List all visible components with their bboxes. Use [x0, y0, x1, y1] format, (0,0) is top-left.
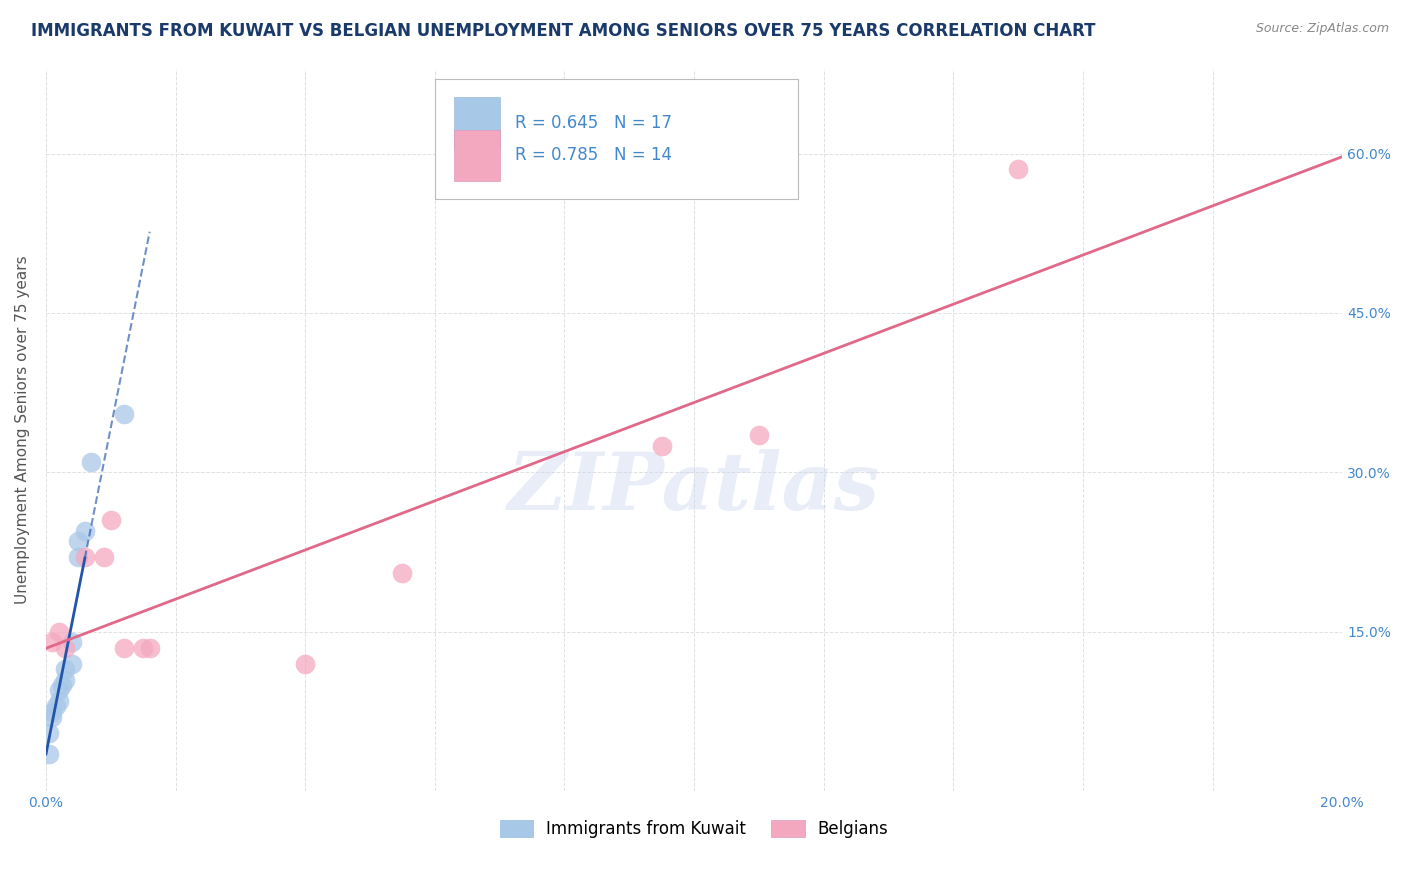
Point [748, 428, 770, 442]
Point [294, 657, 316, 671]
Point [67, 534, 90, 549]
Point [55, 640, 77, 655]
Point [48, 624, 70, 639]
Point [93, 550, 115, 565]
Point [80, 455, 103, 469]
Bar [434, 79, 797, 199]
Point [55, 662, 77, 676]
Point [51, 678, 73, 692]
Point [67, 550, 90, 565]
Point [45, 699, 67, 714]
Point [38, 747, 60, 761]
Point [48, 683, 70, 698]
Legend: Immigrants from Kuwait, Belgians: Immigrants from Kuwait, Belgians [494, 813, 896, 845]
Text: ZIPatlas: ZIPatlas [508, 449, 880, 526]
Point [112, 640, 135, 655]
Point [60, 635, 83, 649]
Bar [454, 130, 499, 180]
Text: IMMIGRANTS FROM KUWAIT VS BELGIAN UNEMPLOYMENT AMONG SENIORS OVER 75 YEARS CORRE: IMMIGRANTS FROM KUWAIT VS BELGIAN UNEMPL… [31, 22, 1095, 40]
Point [38, 726, 60, 740]
Point [41, 635, 63, 649]
Text: Source: ZipAtlas.com: Source: ZipAtlas.com [1256, 22, 1389, 36]
Text: R = 0.785   N = 14: R = 0.785 N = 14 [515, 146, 672, 164]
Point [138, 640, 160, 655]
Point [73, 550, 96, 565]
Point [1007, 162, 1029, 177]
Point [132, 640, 155, 655]
Point [73, 524, 96, 538]
Point [41, 705, 63, 719]
Point [112, 407, 135, 421]
Bar [454, 97, 499, 148]
Text: R = 0.645   N = 17: R = 0.645 N = 17 [515, 113, 672, 132]
Point [55, 673, 77, 687]
Point [48, 694, 70, 708]
Point [41, 710, 63, 724]
Point [60, 657, 83, 671]
Point [651, 439, 673, 453]
Point [391, 566, 413, 581]
Y-axis label: Unemployment Among Seniors over 75 years: Unemployment Among Seniors over 75 years [15, 256, 30, 604]
Point [100, 513, 122, 527]
